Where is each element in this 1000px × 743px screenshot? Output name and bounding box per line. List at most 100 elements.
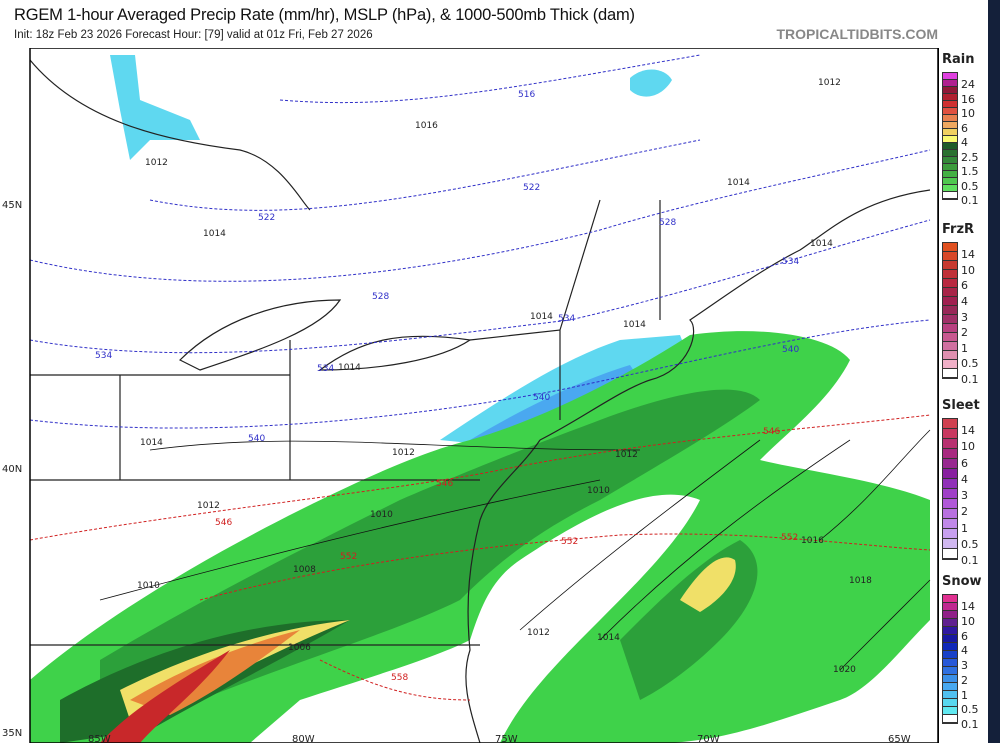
- legend-swatch: [943, 529, 957, 539]
- legend-tick: 6: [961, 121, 968, 135]
- legend-swatch: [943, 73, 957, 80]
- thickness-label: 540: [248, 434, 265, 444]
- legend-tick: 0.5: [961, 179, 979, 193]
- legend-tick: 2.5: [961, 150, 979, 164]
- legend-swatch: [943, 87, 957, 94]
- legend-tick: 1: [961, 688, 968, 702]
- precip-legend: Rain 24 16 10 6 4 2.5 1.5 0.5 0.1 FrzR 14 10 6 4 3 2 1 0.5…: [938, 48, 989, 743]
- legend-tick: 2: [961, 673, 968, 687]
- isobar-label: 1016: [801, 536, 824, 546]
- legend-tick: 0.5: [961, 703, 979, 717]
- legend-swatch: [943, 178, 957, 185]
- thickness-label: 528: [659, 218, 676, 228]
- legend-tick: 6: [961, 456, 968, 470]
- state-borders: [30, 199, 661, 646]
- legend-tick: 1: [961, 521, 968, 535]
- legend-swatch: [943, 619, 957, 627]
- legend-swatch: [943, 150, 957, 157]
- legend-title-sleet: Sleet: [942, 398, 980, 413]
- legend-swatch: [943, 449, 957, 459]
- legend-swatch: [943, 539, 957, 549]
- legend-colorbar: [942, 242, 958, 379]
- snow-area-greatlakes: [110, 55, 200, 160]
- legend-swatch: [943, 171, 957, 178]
- legend-swatch: [943, 675, 957, 683]
- legend-swatch: [943, 369, 957, 378]
- weather-map[interactable]: 1016 1012 1014 1014 1014 1012 1014 1014 1014 1014…: [0, 48, 938, 743]
- isobar-label: 1014: [597, 633, 620, 643]
- isobar-label: 1014: [727, 178, 750, 188]
- thickness-label: 522: [523, 183, 540, 193]
- legend-swatch: [943, 270, 957, 279]
- legend-swatch: [943, 333, 957, 342]
- legend-title-rain: Rain: [942, 52, 975, 67]
- isobar-label: 1012: [197, 501, 220, 511]
- isobar-label: 1012: [145, 158, 168, 168]
- legend-swatch: [943, 315, 957, 324]
- lon-label: 70W: [697, 734, 720, 743]
- legend-title-snow: Snow: [942, 574, 982, 589]
- legend-swatch: [943, 252, 957, 261]
- legend-tick: 0.5: [961, 537, 979, 551]
- legend-tick: 2: [961, 326, 968, 340]
- legend-swatch: [943, 509, 957, 519]
- legend-tick: 6: [961, 629, 968, 643]
- legend-tick: 0.1: [961, 718, 979, 731]
- legend-swatch: [943, 715, 957, 723]
- legend-swatch: [943, 429, 957, 439]
- legend-tick: 10: [961, 107, 975, 120]
- isobar-label: 1012: [818, 78, 841, 88]
- legend-colorbar: [942, 418, 958, 560]
- snow-area-core: [470, 365, 640, 445]
- isobar-label: 1016: [415, 121, 438, 131]
- legend-swatch: [943, 185, 957, 192]
- isobar-label: 1010: [370, 510, 393, 520]
- lat-label: 45N: [2, 200, 22, 211]
- legend-swatch: [943, 324, 957, 333]
- lat-label: 35N: [2, 728, 22, 739]
- map-frame: [29, 48, 938, 743]
- legend-colorbar: [942, 594, 958, 724]
- snow-area-maine: [630, 69, 672, 97]
- legend-colorbar: [942, 72, 958, 200]
- legend-swatch: [943, 611, 957, 619]
- legend-swatch: [943, 635, 957, 643]
- thickness-label: 546: [763, 427, 780, 437]
- legend-swatch: [943, 157, 957, 164]
- thickness-label: 540: [782, 345, 799, 355]
- thickness-label: 546: [436, 479, 453, 489]
- legend-swatch: [943, 699, 957, 707]
- legend-tick: 4: [961, 644, 968, 658]
- isobar-label: 1014: [203, 229, 226, 239]
- legend-swatch: [943, 115, 957, 122]
- lon-label: 85W: [88, 734, 111, 743]
- legend-tick: 4: [961, 472, 968, 486]
- brand-logo[interactable]: TROPICALTIDBITS.COM: [776, 26, 938, 42]
- legend-swatch: [943, 108, 957, 115]
- thickness-labels: 516 522 528 534 522 528 534 534 534 540 540 540 546 5…: [95, 90, 799, 683]
- legend-swatch: [943, 667, 957, 675]
- thickness-label: 552: [561, 537, 578, 547]
- isobar-label: 1010: [587, 486, 610, 496]
- legend-swatch: [943, 439, 957, 449]
- legend-swatch: [943, 519, 957, 529]
- axis-labels: 45N 40N 35N 85W 80W 75W 70W 65W: [2, 200, 911, 743]
- legend-tick: 0.1: [961, 373, 979, 386]
- thickness-label: 534: [95, 351, 112, 361]
- thickness-layer: [29, 54, 931, 701]
- isobar-label: 1012: [527, 628, 550, 638]
- thickness-label: 546: [215, 518, 232, 528]
- legend-swatch: [943, 627, 957, 635]
- legend-swatch: [943, 288, 957, 297]
- legend-swatch: [943, 80, 957, 87]
- thickness-label: 534: [782, 257, 799, 267]
- legend-swatch: [943, 351, 957, 360]
- legend-tick: 1: [961, 341, 968, 355]
- legend-swatch: [943, 306, 957, 315]
- isobar-label: 1012: [615, 450, 638, 460]
- legend-swatch: [943, 469, 957, 479]
- legend-swatch: [943, 360, 957, 369]
- legend-swatch: [943, 136, 957, 143]
- legend-tick: 14: [961, 424, 975, 437]
- isobar-labels: 1016 1012 1014 1014 1014 1012 1014 1014 1014 1014…: [137, 78, 872, 675]
